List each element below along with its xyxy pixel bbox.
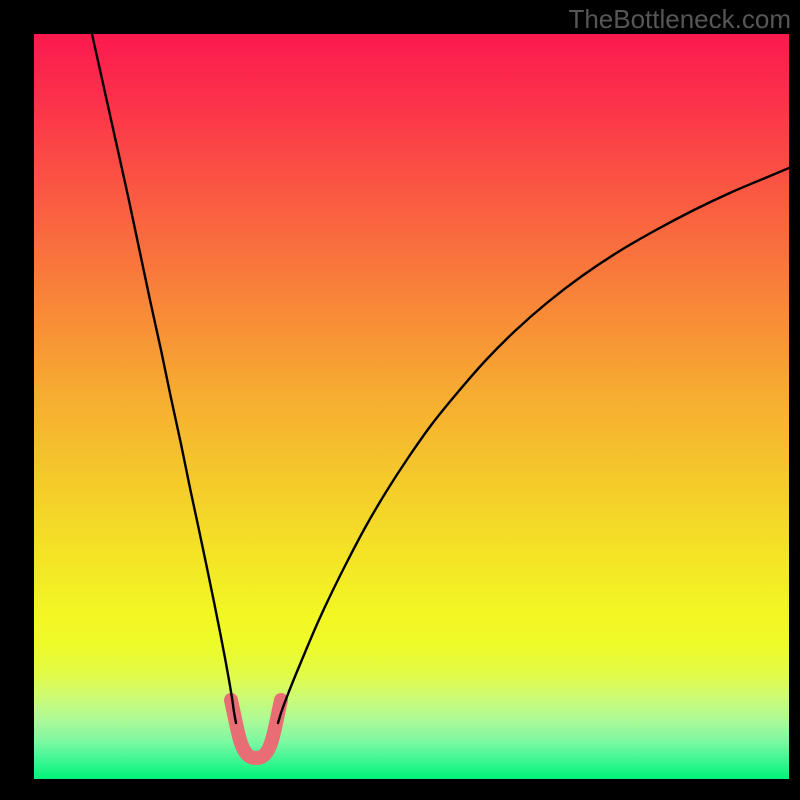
watermark-text: TheBottleneck.com bbox=[568, 4, 791, 35]
valley-marker bbox=[231, 700, 281, 758]
plot-area bbox=[34, 34, 789, 779]
curve-right bbox=[278, 168, 789, 723]
curve-left bbox=[92, 34, 236, 723]
chart-container: TheBottleneck.com bbox=[0, 0, 800, 800]
curve-layer bbox=[34, 34, 789, 779]
